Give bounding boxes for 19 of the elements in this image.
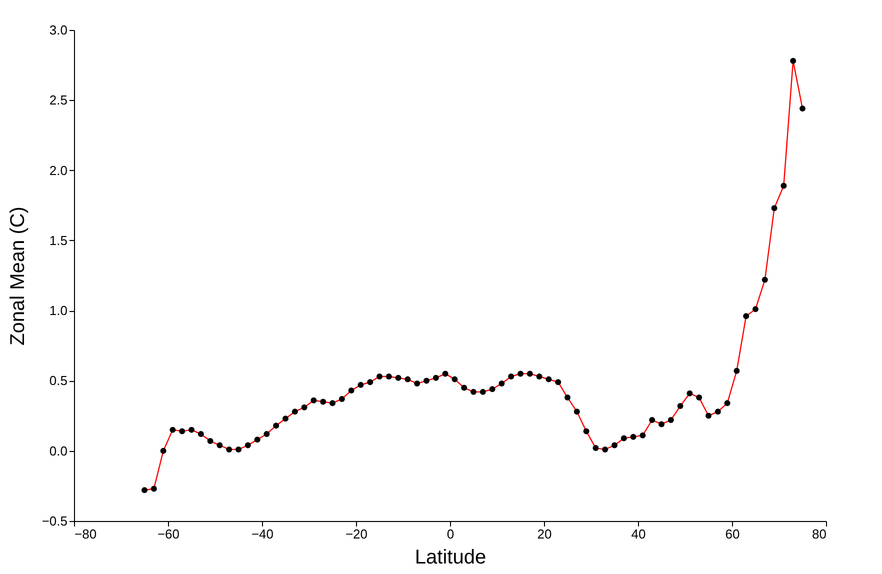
x-tick-label: 0	[446, 526, 454, 542]
y-tick-label: 2.5	[49, 92, 68, 108]
y-tick-label: 0.5	[49, 373, 68, 388]
x-tick-label: 60	[725, 526, 740, 542]
x-tick-label: 80	[812, 526, 826, 542]
x-tick-label: −40	[251, 526, 274, 542]
x-tick-label: −60	[157, 526, 180, 542]
x-axis-title: Latitude	[414, 546, 486, 568]
y-tick-label: 0.0	[49, 443, 68, 458]
y-tick-label: 1.0	[49, 303, 68, 318]
x-tick-label: 40	[631, 526, 646, 542]
y-tick-label: 1.5	[49, 232, 68, 248]
x-tick-label: 20	[537, 526, 552, 542]
y-tick-label: −0.5	[42, 514, 68, 528]
y-axis-title: Zonal Mean (C)	[6, 206, 29, 346]
x-tick-label: −20	[345, 526, 368, 542]
x-tick-label: −80	[74, 526, 97, 542]
y-tick-label: 3.0	[49, 22, 68, 38]
y-tick-label: 2.0	[49, 162, 68, 178]
